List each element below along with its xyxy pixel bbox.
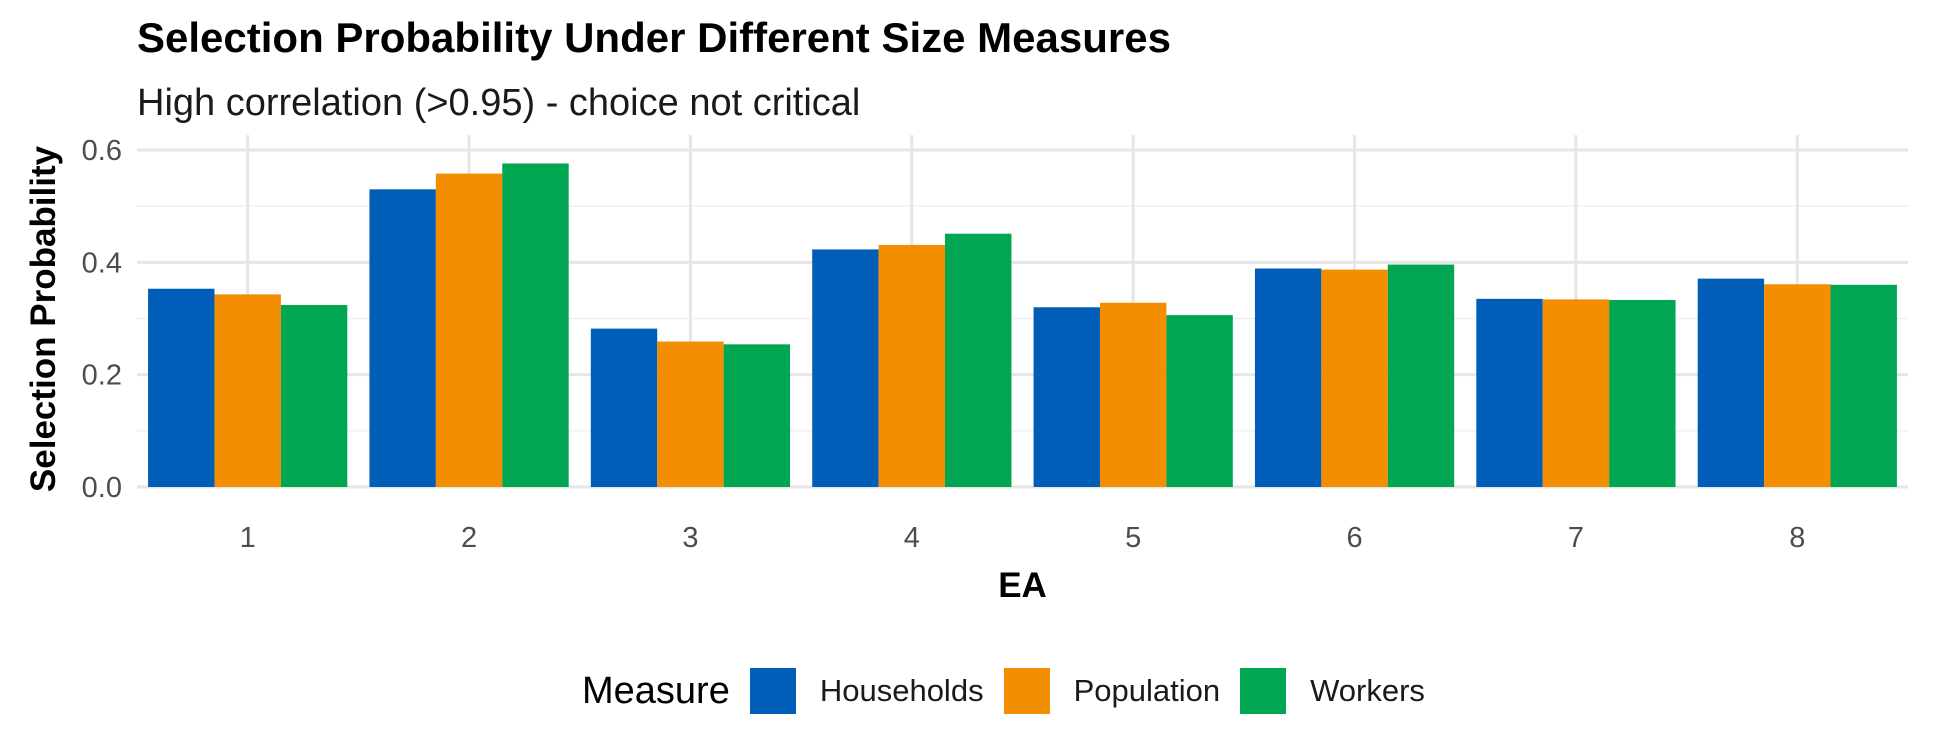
x-tick-label: 1: [240, 522, 256, 554]
chart-title: Selection Probability Under Different Si…: [137, 14, 1171, 61]
legend-item-workers: Workers: [1240, 668, 1425, 714]
bar-population-7: [1542, 299, 1610, 487]
x-tick-label: 2: [461, 522, 477, 554]
bar-households-8: [1697, 278, 1765, 487]
legend-label-population: Population: [1073, 673, 1221, 708]
bar-households-5: [1033, 307, 1100, 487]
x-tick-label: 4: [904, 522, 920, 554]
bar-households-1: [148, 288, 215, 487]
bar-workers-8: [1830, 284, 1897, 487]
bar-workers-7: [1609, 299, 1676, 487]
x-tick-label: 8: [1789, 522, 1805, 554]
x-tick-label: 5: [1125, 522, 1141, 554]
bar-population-1: [214, 294, 281, 487]
chart-subtitle: High correlation (>0.95) - choice not cr…: [137, 82, 861, 124]
legend-label-households: Households: [819, 673, 984, 708]
legend-title: Measure: [582, 669, 730, 712]
legend-key-households: [749, 668, 796, 714]
x-tick-label: 7: [1568, 522, 1584, 554]
y-tick-label: 0.0: [82, 472, 122, 504]
bar-workers-4: [945, 233, 1012, 487]
bar-population-3: [657, 341, 724, 487]
bar-population-8: [1764, 284, 1831, 487]
y-axis-title: Selection Probability: [24, 145, 63, 492]
legend-item-population: Population: [1003, 668, 1221, 714]
bar-households-6: [1254, 268, 1322, 487]
bar-chart: 0.0 0.2 0.4 0.6 1 2 3 4 5 6 7 8 EA Selection Probabil…: [24, 135, 1908, 605]
legend-label-workers: Workers: [1310, 673, 1425, 708]
x-axis-title: EA: [998, 566, 1047, 605]
bar-workers-3: [723, 344, 791, 487]
bar-population-6: [1321, 269, 1388, 487]
bar-workers-6: [1387, 264, 1455, 487]
x-tick-label: 3: [682, 522, 698, 554]
bar-workers-5: [1166, 315, 1233, 487]
bar-households-7: [1476, 298, 1543, 487]
legend: Measure Households Population Workers: [582, 665, 1445, 717]
y-tick-label: 0.4: [82, 247, 122, 279]
bar-households-4: [812, 249, 879, 487]
legend-key-workers: [1240, 668, 1287, 714]
bar-workers-1: [280, 305, 348, 487]
bar-households-3: [590, 328, 658, 487]
y-tick-label: 0.6: [82, 135, 122, 167]
y-tick-label: 0.2: [82, 360, 122, 392]
legend-key-population: [1003, 668, 1050, 714]
bar-workers-2: [502, 163, 569, 488]
bar-population-5: [1099, 302, 1167, 487]
x-tick-label: 6: [1346, 522, 1362, 554]
bar-population-2: [435, 173, 503, 487]
bar-population-4: [878, 244, 946, 487]
legend-item-households: Households: [749, 668, 984, 714]
bar-households-2: [369, 189, 436, 488]
